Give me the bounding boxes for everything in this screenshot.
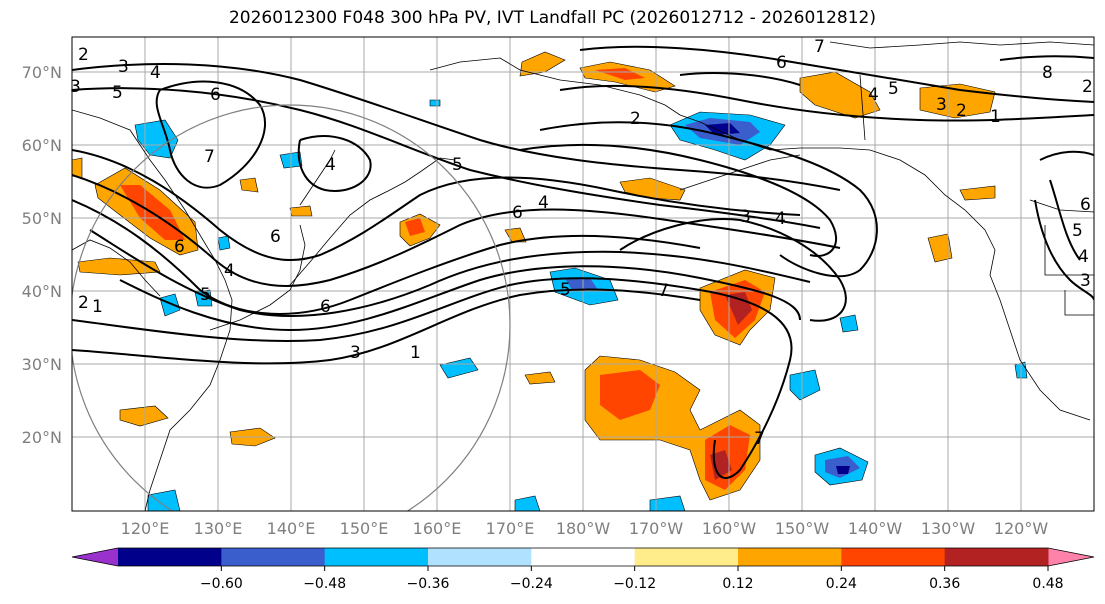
contour-label: 7 [754, 429, 765, 449]
contour-label: 4 [325, 155, 336, 175]
colorbar-segment [841, 548, 946, 566]
contour-label: 6 [320, 297, 331, 317]
contour-label: 2 [1082, 77, 1093, 97]
ivt-shading [72, 51, 1028, 511]
contour-label: 5 [888, 79, 899, 99]
lon-label: 130°W [921, 519, 976, 538]
map-title: 2026012300 F048 300 hPa PV, IVT Landfall… [228, 8, 876, 28]
lat-label: 60°N [22, 136, 62, 155]
contour-label: 5 [560, 280, 571, 300]
contour-label: 4 [868, 85, 879, 105]
latitude-labels: 70°N 60°N 50°N 40°N 30°N 20°N [22, 63, 62, 447]
contour-label: 7 [204, 147, 215, 167]
lat-label: 20°N [22, 428, 62, 447]
colorbar-segment [221, 548, 326, 566]
contour-label: 5 [1072, 221, 1083, 241]
contour-label: 6 [776, 53, 787, 73]
colorbar: −0.60 −0.48 −0.36 −0.24 −0.12 0.12 0.24 0.36 0.4… [71, 547, 1095, 592]
colorbar-right-extension [1048, 548, 1094, 566]
contour-label: 2 [630, 109, 641, 129]
colorbar-tick-label: −0.36 [407, 576, 450, 592]
lat-label: 50°N [22, 209, 62, 228]
contour-label: 4 [1078, 247, 1089, 267]
contour-label: 6 [512, 203, 523, 223]
contour-label: 1 [410, 343, 421, 363]
radius-circle [72, 104, 511, 511]
contour-label: 6 [270, 227, 281, 247]
lon-label: 170°E [486, 519, 535, 538]
lon-label: 160°W [702, 519, 757, 538]
colorbar-segment [428, 548, 532, 566]
map-gridlines [72, 37, 1094, 511]
lon-label: 150°E [340, 519, 389, 538]
lon-label: 120°E [121, 519, 170, 538]
contour-label: 3 [936, 95, 947, 115]
colorbar-outline [71, 547, 1095, 567]
contour-label: 3 [118, 57, 129, 77]
lon-label: 140°W [848, 519, 903, 538]
colorbar-left-extension [72, 548, 118, 566]
contour-label: 2 [78, 45, 89, 65]
contour-label: 7 [658, 281, 669, 301]
lon-label: 120°W [994, 519, 1049, 538]
pv-contours [72, 45, 1094, 480]
colorbar-tick-label: 0.36 [929, 576, 960, 592]
lon-label: 160°E [413, 519, 462, 538]
lat-label: 30°N [22, 355, 62, 374]
contour-label: 5 [112, 83, 123, 103]
contour-label: 3 [70, 77, 81, 97]
lat-label: 70°N [22, 63, 62, 82]
colorbar-tick-label: 0.24 [826, 576, 857, 592]
contour-label: 5 [200, 285, 211, 305]
lon-label: 140°E [267, 519, 316, 538]
contour-label: 1 [990, 107, 1001, 127]
contour-label: 3 [350, 343, 361, 363]
contour-labels: 2 3 4 5 6 7 1 2 3 4 5 6 7 8 6 5 4 3 2 1 … [70, 37, 1093, 449]
contour-label: 1 [92, 297, 103, 317]
contour-label: 4 [775, 209, 786, 229]
colorbar-tick-label: −0.12 [613, 576, 656, 592]
contour-label: 5 [452, 155, 463, 175]
colorbar-tick-label: 0.12 [722, 576, 753, 592]
lon-label: 130°E [194, 519, 243, 538]
contour-label: 4 [538, 193, 549, 213]
lon-label: 180°W [556, 519, 611, 538]
lat-label: 40°N [22, 282, 62, 301]
contour-label: 3 [740, 207, 751, 227]
lon-label: 150°W [775, 519, 830, 538]
colorbar-segment [118, 548, 222, 566]
colorbar-tick-label: 0.48 [1032, 576, 1063, 592]
colorbar-tick-label: −0.24 [510, 576, 553, 592]
contour-label: 2 [78, 293, 89, 313]
contour-label: 6 [210, 85, 221, 105]
contour-label: 2 [956, 101, 967, 121]
lon-label: 170°W [629, 519, 684, 538]
contour-label: 6 [174, 237, 185, 257]
colorbar-segment [531, 548, 636, 566]
colorbar-segment [324, 548, 429, 566]
colorbar-segment [944, 548, 1049, 566]
colorbar-segment [738, 548, 842, 566]
contour-label: 6 [1080, 195, 1091, 215]
colorbar-segment [634, 548, 739, 566]
map-border [71, 36, 1095, 512]
contour-label: 7 [814, 37, 825, 57]
contour-label: 4 [150, 63, 161, 83]
contour-label: 8 [1042, 63, 1053, 83]
colorbar-tick-label: −0.60 [200, 576, 243, 592]
colorbar-tick-label: −0.48 [303, 576, 346, 592]
contour-label: 4 [224, 261, 235, 281]
longitude-labels: 120°E 130°E 140°E 150°E 160°E 170°E 180°… [121, 519, 1049, 538]
contour-label: 3 [1080, 271, 1091, 291]
